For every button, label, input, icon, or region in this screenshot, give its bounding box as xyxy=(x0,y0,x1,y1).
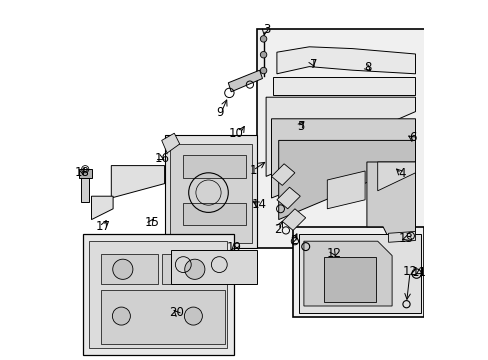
Polygon shape xyxy=(162,133,179,153)
Polygon shape xyxy=(169,144,251,243)
Text: 18: 18 xyxy=(74,166,89,179)
Text: 2: 2 xyxy=(274,223,282,236)
Circle shape xyxy=(184,259,204,279)
Polygon shape xyxy=(183,155,246,178)
Bar xyxy=(292,227,424,317)
Polygon shape xyxy=(79,169,91,178)
Polygon shape xyxy=(276,187,300,209)
Polygon shape xyxy=(91,196,113,220)
Polygon shape xyxy=(387,231,415,242)
Text: 8: 8 xyxy=(364,61,371,74)
Circle shape xyxy=(112,307,130,325)
Polygon shape xyxy=(265,97,415,176)
Polygon shape xyxy=(303,241,391,306)
Text: 19: 19 xyxy=(226,241,241,254)
Polygon shape xyxy=(377,162,415,191)
Text: 4: 4 xyxy=(398,167,406,180)
Text: 1: 1 xyxy=(249,164,256,177)
Polygon shape xyxy=(366,162,415,241)
Polygon shape xyxy=(111,166,164,198)
Bar xyxy=(257,29,424,248)
Polygon shape xyxy=(101,254,158,284)
Text: 12: 12 xyxy=(325,247,341,260)
Text: 10: 10 xyxy=(228,127,243,140)
Circle shape xyxy=(260,36,266,42)
Polygon shape xyxy=(271,119,415,198)
Polygon shape xyxy=(101,290,224,344)
Polygon shape xyxy=(183,203,246,225)
Text: 2: 2 xyxy=(289,234,297,247)
Polygon shape xyxy=(164,135,257,248)
Text: 17: 17 xyxy=(95,220,110,233)
Text: 6: 6 xyxy=(408,131,416,144)
Circle shape xyxy=(184,307,202,325)
Polygon shape xyxy=(273,77,415,95)
Text: 14: 14 xyxy=(251,198,266,211)
Text: 13: 13 xyxy=(398,232,413,245)
Polygon shape xyxy=(271,164,294,185)
Text: 20: 20 xyxy=(169,306,184,319)
Polygon shape xyxy=(81,176,89,202)
Circle shape xyxy=(260,51,266,58)
Polygon shape xyxy=(82,234,233,355)
Polygon shape xyxy=(162,254,224,284)
Circle shape xyxy=(113,259,133,279)
Polygon shape xyxy=(276,47,415,74)
Polygon shape xyxy=(170,250,257,284)
Text: 11: 11 xyxy=(411,266,426,279)
Polygon shape xyxy=(282,209,305,230)
Polygon shape xyxy=(323,257,375,302)
Text: 3: 3 xyxy=(263,23,270,36)
Text: 16: 16 xyxy=(154,152,169,165)
Polygon shape xyxy=(298,234,420,313)
Polygon shape xyxy=(278,140,415,220)
Text: 9: 9 xyxy=(216,106,224,119)
Text: 12: 12 xyxy=(402,265,417,278)
Text: 5: 5 xyxy=(297,120,304,133)
Polygon shape xyxy=(89,241,227,348)
Polygon shape xyxy=(228,70,262,92)
Circle shape xyxy=(260,67,266,74)
Polygon shape xyxy=(326,171,365,209)
Text: 7: 7 xyxy=(309,58,317,71)
Text: 15: 15 xyxy=(144,216,159,229)
